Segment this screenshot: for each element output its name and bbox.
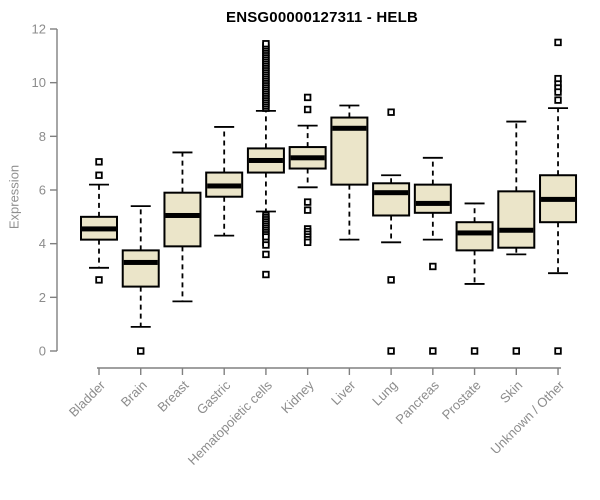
y-tick-label: 2 (39, 290, 46, 305)
median-line (541, 196, 576, 202)
x-category-label-pancreas: Pancreas (393, 377, 443, 427)
outlier-marker (429, 347, 437, 355)
outlier-marker (387, 276, 395, 284)
boxplot-liver (330, 104, 369, 241)
outlier-marker (262, 40, 270, 48)
median-line (165, 212, 200, 218)
y-tick-label: 4 (39, 236, 46, 251)
boxplot-brain (121, 205, 160, 355)
median-line (123, 259, 158, 265)
median-line (332, 125, 367, 131)
iqr-box (121, 249, 160, 288)
outlier-marker (303, 93, 312, 102)
boxplot-breast (163, 151, 202, 303)
y-tick-label: 12 (32, 22, 46, 37)
median-line (207, 183, 242, 189)
outlier-marker (137, 347, 145, 355)
x-category-label-breast: Breast (154, 377, 191, 414)
boxplot-kidney (288, 93, 327, 247)
boxplot-bladder (80, 158, 118, 284)
median-line (248, 157, 283, 163)
x-category-label-kidney: Kidney (278, 377, 317, 416)
outlier-marker (470, 347, 479, 355)
median-line (499, 227, 534, 233)
x-category-label-skin: Skin (497, 378, 525, 406)
outlier-marker (95, 171, 103, 179)
x-category-label-gastric: Gastric (194, 377, 234, 417)
y-tick-label: 8 (39, 129, 46, 144)
x-category-label-bladder: Bladder (66, 377, 109, 420)
median-line (374, 190, 409, 196)
iqr-box (372, 182, 411, 217)
boxplot-skin (497, 120, 536, 355)
outlier-marker (429, 262, 437, 271)
iqr-box (163, 191, 202, 248)
boxplot-hematopoietic-cells (246, 40, 285, 279)
median-line (82, 226, 116, 232)
x-category-label-lung: Lung (369, 378, 400, 409)
y-tick-label: 10 (32, 75, 46, 90)
outlier-marker (262, 250, 270, 259)
x-category-label-unknown-other: Unknown / Other (488, 377, 568, 457)
boxplot-unknown-other (539, 38, 578, 355)
outlier-marker (95, 158, 103, 166)
x-category-label-prostate: Prostate (439, 378, 484, 423)
outlier-marker (554, 88, 562, 96)
outlier-marker (303, 238, 312, 247)
outlier-marker (387, 347, 395, 355)
outlier-marker (554, 96, 562, 104)
median-line (415, 200, 450, 206)
boxplot-lung (372, 108, 411, 355)
outlier-marker (262, 241, 270, 249)
outlier-marker (303, 206, 312, 214)
outlier-marker (387, 108, 395, 116)
boxplot-pancreas (413, 156, 452, 355)
boxplot-gastric (205, 126, 244, 237)
median-line (457, 230, 492, 236)
outlier-marker (554, 38, 562, 47)
x-category-label-brain: Brain (118, 378, 150, 410)
x-category-label-liver: Liver (328, 377, 359, 408)
outlier-marker (512, 347, 520, 355)
outlier-marker (303, 198, 312, 206)
outlier-marker (303, 105, 312, 114)
iqr-box (455, 221, 494, 252)
y-tick-label: 6 (39, 183, 46, 198)
chart-title: ENSG00000127311 - HELB (225, 9, 418, 26)
boxplot-prostate (455, 202, 494, 355)
y-tick-label: 0 (39, 344, 46, 359)
median-line (290, 155, 325, 161)
outlier-marker (95, 276, 103, 284)
outlier-marker (554, 347, 562, 355)
iqr-box (497, 190, 536, 249)
outlier-marker (262, 270, 270, 279)
iqr-box (413, 183, 452, 214)
